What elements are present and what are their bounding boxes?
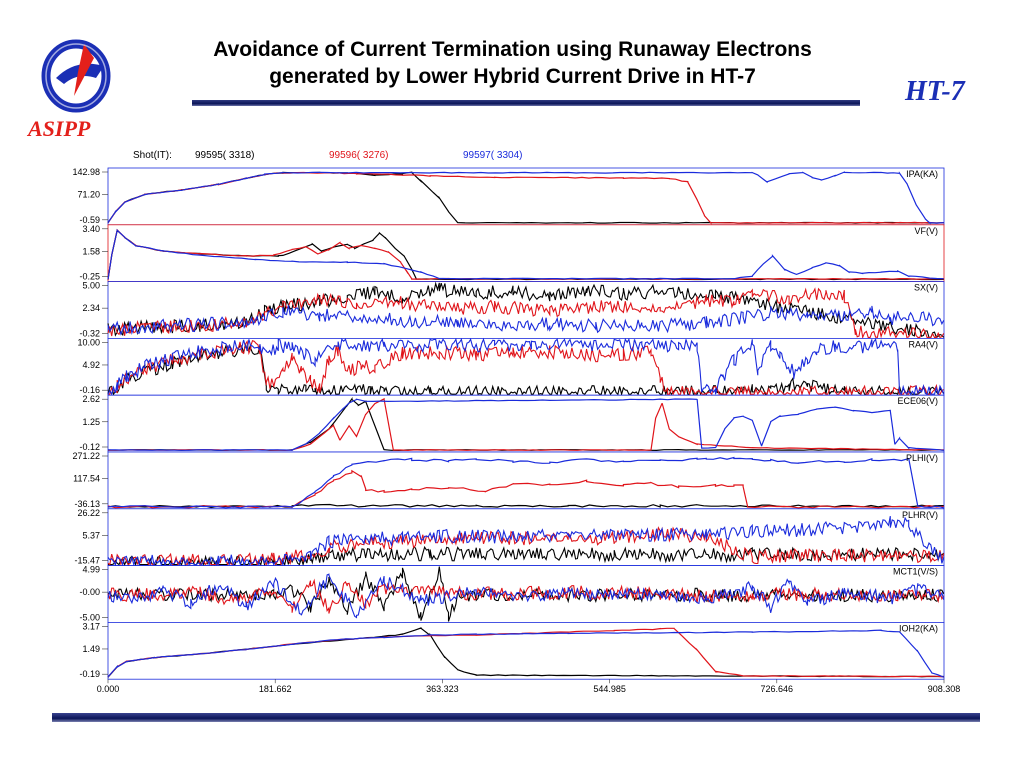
y-tick-label-p5-1: 117.54 bbox=[73, 474, 100, 484]
series-line-p0-s2 bbox=[107, 171, 944, 225]
x-tick-label-4: 726.646 bbox=[761, 684, 794, 694]
panel-label-0: IPA(KA) bbox=[906, 169, 938, 179]
y-tick-label-p5-0: 271.22 bbox=[72, 451, 100, 461]
y-tick-label-p2-0: 5.00 bbox=[82, 281, 100, 291]
corner-label: HT-7 bbox=[905, 76, 965, 107]
series-label-3: 99597( 3304) bbox=[463, 150, 523, 161]
shot-header-label: Shot(IT): bbox=[133, 150, 172, 161]
y-tick-label-p6-2: -15.47 bbox=[74, 556, 100, 566]
panel-label-5: PLHI(V) bbox=[906, 453, 938, 463]
y-tick-label-p2-2: -0.32 bbox=[79, 328, 100, 338]
series-line-p5-s2 bbox=[107, 456, 944, 509]
title-line-1: Avoidance of Current Termination using R… bbox=[213, 38, 812, 61]
y-tick-label-p7-1: -0.00 bbox=[79, 587, 100, 597]
series-line-p6-s2 bbox=[107, 515, 945, 567]
series-line-p4-s2 bbox=[107, 398, 944, 451]
series-line-p7-s2 bbox=[107, 573, 945, 619]
series-label-2: 99596( 3276) bbox=[329, 150, 389, 161]
y-tick-label-p7-2: -5.00 bbox=[79, 612, 100, 622]
y-tick-label-p5-2: -36.13 bbox=[74, 499, 100, 509]
y-tick-label-p8-2: -0.19 bbox=[79, 669, 100, 679]
x-tick-label-5: 908.308 bbox=[928, 684, 961, 694]
title-underline bbox=[192, 100, 860, 106]
panel-label-7: MCT1(V/S) bbox=[893, 567, 938, 577]
y-tick-label-p4-2: -0.12 bbox=[79, 442, 100, 452]
series-line-p8-s2 bbox=[107, 629, 944, 678]
y-tick-label-p3-0: 10.00 bbox=[77, 337, 100, 347]
series-line-p2-s1 bbox=[107, 287, 945, 340]
series-line-p1-s2 bbox=[107, 228, 944, 280]
title-line-2: generated by Lower Hybrid Current Drive … bbox=[269, 65, 756, 88]
panel-label-4: ECE06(V) bbox=[897, 396, 938, 406]
slide-title: Avoidance of Current Termination using R… bbox=[140, 36, 885, 90]
y-tick-label-p3-2: -0.16 bbox=[79, 385, 100, 395]
panel-label-8: IOH2(KA) bbox=[899, 623, 938, 633]
y-tick-label-p1-0: 3.40 bbox=[82, 224, 100, 234]
series-label-1: 99595( 3318) bbox=[195, 150, 255, 161]
y-tick-label-p0-0: 142.98 bbox=[72, 167, 100, 177]
series-line-p6-s0 bbox=[108, 545, 945, 567]
series-line-p2-s2 bbox=[107, 305, 945, 336]
asipp-emblem-icon bbox=[41, 39, 111, 113]
series-line-p3-s2 bbox=[107, 337, 945, 396]
panel-frame-0 bbox=[107, 167, 945, 226]
y-tick-label-p1-2: -0.25 bbox=[79, 272, 100, 282]
y-tick-label-p8-0: 3.17 bbox=[82, 621, 100, 631]
y-tick-label-p2-1: 2.34 bbox=[82, 303, 100, 313]
panel-label-6: PLHR(V) bbox=[902, 510, 938, 520]
x-tick-label-1: 181.662 bbox=[259, 684, 292, 694]
logo-text: ASIPP bbox=[28, 116, 91, 141]
panel-label-2: SX(V) bbox=[914, 283, 938, 293]
panel-frame-1 bbox=[107, 224, 945, 283]
y-tick-label-p0-2: -0.59 bbox=[79, 215, 100, 225]
x-tick-label-3: 544.985 bbox=[593, 684, 626, 694]
panel-label-1: VF(V) bbox=[915, 226, 939, 236]
x-tick-label-0: 0.000 bbox=[97, 684, 120, 694]
y-tick-label-p8-1: 1.49 bbox=[82, 644, 100, 654]
y-tick-label-p6-0: 26.22 bbox=[77, 508, 100, 518]
panel-frame-4 bbox=[107, 394, 945, 453]
y-tick-label-p7-0: 4.99 bbox=[82, 565, 100, 575]
x-tick-label-2: 363.323 bbox=[426, 684, 459, 694]
y-tick-label-p3-1: 4.92 bbox=[82, 360, 100, 370]
y-tick-label-p4-0: 2.62 bbox=[82, 394, 100, 404]
y-tick-label-p4-1: 1.25 bbox=[82, 417, 100, 427]
series-line-p3-s0 bbox=[107, 343, 945, 397]
asipp-logo bbox=[34, 38, 124, 143]
bottom-rule bbox=[52, 713, 980, 722]
y-tick-label-p0-1: 71.20 bbox=[77, 190, 100, 200]
panel-label-3: RA4(V) bbox=[908, 339, 938, 349]
y-tick-label-p6-1: 5.37 bbox=[82, 530, 100, 540]
y-tick-label-p1-1: 1.58 bbox=[82, 246, 100, 256]
series-line-p7-s1 bbox=[107, 578, 945, 614]
